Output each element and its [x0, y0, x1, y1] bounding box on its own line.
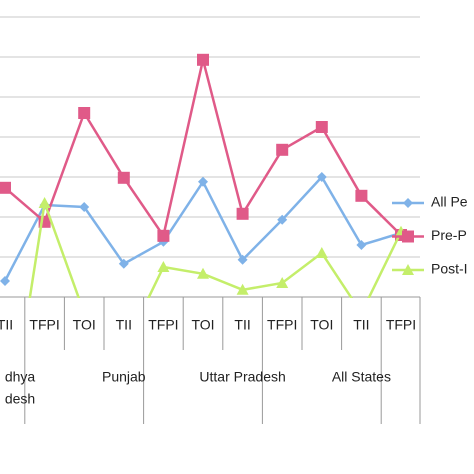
group-label: desh — [5, 391, 35, 407]
marker — [356, 240, 367, 250]
marker — [403, 198, 413, 208]
marker — [0, 181, 11, 194]
marker — [277, 214, 288, 225]
group-label: dhya — [5, 369, 36, 385]
marker — [197, 267, 209, 279]
marker — [355, 189, 368, 202]
marker — [157, 261, 170, 272]
x-tick-label: TOI — [310, 317, 333, 333]
marker — [79, 202, 90, 212]
x-tick-label: TII — [234, 317, 250, 333]
marker — [236, 283, 249, 295]
x-tick-label: TII — [0, 317, 13, 333]
marker — [276, 143, 289, 156]
marker — [276, 277, 289, 288]
legend: All Pe Pre-P Post-I — [392, 194, 468, 277]
marker — [198, 176, 208, 187]
marker — [237, 254, 248, 265]
marker — [117, 171, 130, 184]
marker — [0, 276, 10, 286]
x-tick-label: TII — [116, 317, 132, 333]
legend-label: Pre-P — [431, 227, 467, 243]
marker — [236, 207, 249, 220]
marker — [38, 197, 51, 208]
group-label: Uttar Pradesh — [199, 369, 285, 385]
marker — [315, 121, 328, 133]
x-tick-label: TFPI — [386, 317, 416, 333]
x-tick-label: TFPI — [29, 317, 59, 333]
x-tick-label: TII — [353, 317, 369, 333]
plot-area — [0, 53, 407, 462]
legend-label: Post-I — [431, 261, 468, 277]
category-table: TII TFPI TOI TII TFPI TOI TII TFPI TOI TII TFPI dhy… — [0, 296, 421, 424]
group-label: All States — [332, 369, 391, 385]
legend-label: All Pe — [431, 194, 468, 210]
group-label: Punjab — [102, 369, 146, 385]
x-tick-label: TFPI — [148, 317, 178, 333]
marker — [315, 247, 328, 258]
x-tick-label: TFPI — [267, 317, 297, 333]
marker — [316, 172, 327, 182]
marker — [402, 264, 414, 275]
x-tick-label: TOI — [73, 317, 96, 333]
marker — [78, 107, 91, 119]
marker — [197, 53, 209, 66]
grid — [0, 16, 420, 298]
marker — [402, 230, 414, 243]
marker — [157, 229, 170, 242]
series-line — [3, 174, 402, 282]
marker — [118, 258, 129, 269]
marker — [118, 343, 130, 354]
x-tick-label: TOI — [191, 317, 214, 333]
marker — [0, 451, 11, 462]
